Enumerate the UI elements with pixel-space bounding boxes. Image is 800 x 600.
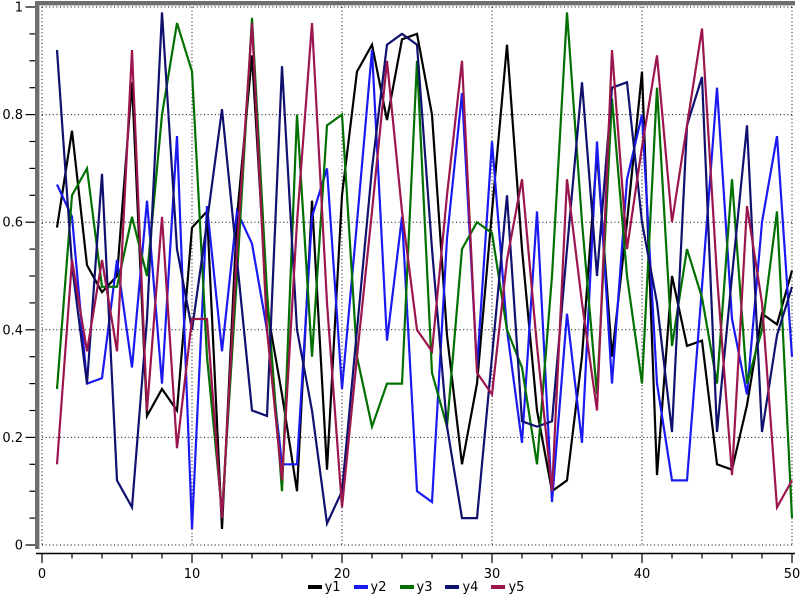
y-tick-label: 1 [15,1,23,16]
series-line-y5 [55,23,793,519]
legend-swatch-y4 [445,585,460,589]
x-tick-label: 30 [484,567,501,582]
legend-item-y3: y3 [399,579,433,595]
x-tick-label: 40 [634,567,651,582]
x-tick-label: 20 [334,567,351,582]
x-tick-label: 50 [784,567,800,582]
legend-swatch-y3 [399,585,414,589]
legend-item-y5: y5 [491,581,524,594]
y-tick-label: 0.8 [2,108,23,123]
x-tick-label: 0 [38,567,46,582]
series-line-y4 [55,12,794,528]
legend-label-y3: y3 [416,579,433,595]
legend: y1 y2 y3 y4 y5 [40,578,792,596]
legend-swatch-y2 [353,585,368,589]
y-tick-label: 0.6 [2,216,23,231]
series-line-y3 [55,12,794,519]
legend-swatch-y5 [491,585,506,589]
legend-label-y5: y5 [508,579,525,595]
plot-frame-dark [35,1,795,549]
legend-swatch-y1 [307,585,322,589]
y-tick-label: 0.4 [2,323,23,338]
legend-label-y4: y4 [462,579,479,595]
y-tick-label: 0.2 [2,431,23,446]
legend-label-y1: y1 [324,579,341,595]
x-tick-label: 10 [184,567,201,582]
legend-item-y1: y1 [307,579,341,595]
legend-item-y4: y4 [445,581,478,594]
legend-label-y2: y2 [370,579,387,595]
legend-item-y2: y2 [353,579,387,595]
y-tick-label: 0 [15,539,23,554]
series-line-y2 [56,49,794,529]
plot-frame-light [39,5,795,549]
